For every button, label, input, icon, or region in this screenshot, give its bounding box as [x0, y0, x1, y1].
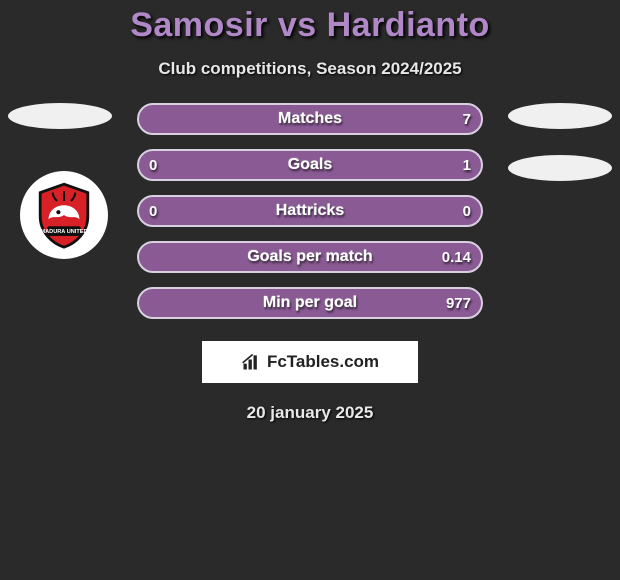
stat-label: Matches [278, 110, 342, 128]
stat-row-goals: 0 Goals 1 [137, 149, 483, 181]
stat-row-hattricks: 0 Hattricks 0 [137, 195, 483, 227]
player2-form-oval-2 [508, 155, 612, 181]
svg-text:MADURA UNITED: MADURA UNITED [40, 229, 87, 235]
stat-right-value: 0 [463, 197, 471, 225]
player2-form-oval-1 [508, 103, 612, 129]
stat-row-matches: Matches 7 [137, 103, 483, 135]
stat-row-goals-per-match: Goals per match 0.14 [137, 241, 483, 273]
subtitle: Club competitions, Season 2024/2025 [0, 59, 620, 79]
date-label: 20 january 2025 [0, 403, 620, 423]
stats-rows: Matches 7 0 Goals 1 0 Hattricks 0 Goals … [137, 103, 483, 319]
player1-form-oval [8, 103, 112, 129]
comparison-panel: MADURA UNITED Matches 7 0 Goals 1 0 Hatt… [0, 103, 620, 423]
stat-label: Hattricks [276, 202, 344, 220]
stat-label: Min per goal [263, 294, 357, 312]
stat-label: Goals per match [247, 248, 372, 266]
stat-right-value: 977 [446, 289, 471, 317]
madura-united-icon: MADURA UNITED [29, 180, 99, 250]
stat-row-min-per-goal: Min per goal 977 [137, 287, 483, 319]
stat-right-value: 0.14 [442, 243, 471, 271]
stat-right-value: 1 [463, 151, 471, 179]
stat-left-value: 0 [149, 151, 157, 179]
bar-chart-icon [241, 352, 261, 372]
page-title: Samosir vs Hardianto [0, 0, 620, 45]
stat-right-value: 7 [463, 105, 471, 133]
stat-label: Goals [288, 156, 332, 174]
player1-club-crest: MADURA UNITED [20, 171, 108, 259]
stat-left-value: 0 [149, 197, 157, 225]
brand-watermark: FcTables.com [202, 341, 418, 383]
brand-text: FcTables.com [267, 352, 379, 372]
